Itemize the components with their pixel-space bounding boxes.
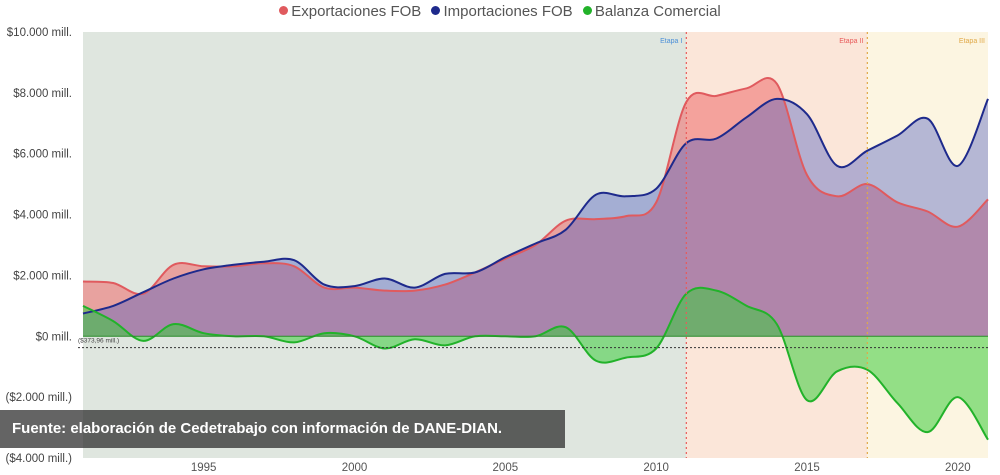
legend-label: Exportaciones FOB [291, 3, 422, 20]
stage-label: Etapa I [660, 38, 682, 45]
y-tick-label: $4.000 mill. [13, 210, 72, 222]
y-tick-label: ($4.000 mill.) [6, 453, 73, 465]
legend-dot-icon [582, 6, 592, 15]
stage-label: Etapa II [839, 38, 863, 45]
y-tick-label: $8.000 mill. [13, 88, 72, 100]
y-tick-label: $2.000 mill. [13, 270, 72, 282]
y-tick-label: $10.000 mill. [7, 27, 72, 39]
x-tick-label: 2010 [643, 462, 669, 474]
x-tick-label: 2020 [945, 462, 971, 474]
x-tick-label: 2005 [493, 462, 519, 474]
series-line-2[interactable] [82, 97, 989, 315]
legend-item-importaciones[interactable]: Importaciones FOB [431, 3, 573, 20]
legend-item-exportaciones[interactable]: Exportaciones FOB [279, 3, 421, 20]
stage-label: Etapa III [959, 38, 985, 45]
average-line-label: ($373,96 mill.) [78, 338, 119, 345]
legend-label: Balanza Comercial [594, 3, 721, 20]
y-tick-label: ($2.000 mill.) [6, 392, 73, 404]
legend-dot-icon [279, 6, 289, 15]
x-tick-label: 2015 [794, 462, 820, 474]
x-tick-label: 2000 [342, 462, 368, 474]
x-tick-label: 1995 [191, 462, 217, 474]
legend-label: Importaciones FOB [443, 3, 573, 20]
legend-dot-icon [431, 6, 441, 15]
legend: Exportaciones FOB Importaciones FOB Bala… [0, 3, 1000, 20]
legend-item-balanza[interactable]: Balanza Comercial [582, 3, 721, 20]
series-area-1 [83, 77, 988, 337]
source-caption: Fuente: elaboración de Cedetrabajo con i… [0, 410, 565, 448]
y-tick-label: $0 mill. [36, 331, 72, 343]
y-tick-label: $6.000 mill. [13, 149, 72, 161]
series-area-3 [83, 287, 988, 440]
